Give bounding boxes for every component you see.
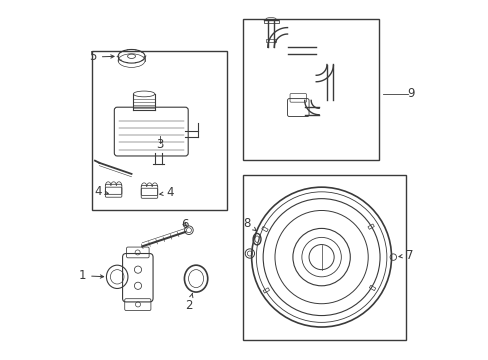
Text: 4: 4	[160, 186, 173, 199]
Bar	[92, 51, 226, 211]
Bar	[261, 226, 267, 232]
Text: 6: 6	[181, 218, 189, 231]
Bar	[242, 175, 405, 339]
Text: 3: 3	[156, 138, 163, 151]
Bar	[263, 20, 278, 23]
Text: 9: 9	[407, 87, 414, 100]
Text: 8: 8	[243, 217, 256, 231]
Bar	[368, 285, 375, 291]
Text: 1: 1	[79, 269, 103, 282]
Bar	[367, 224, 373, 229]
Text: 4: 4	[94, 185, 108, 198]
Bar	[242, 19, 378, 160]
Bar	[265, 39, 276, 42]
Bar	[263, 288, 269, 293]
Text: 5: 5	[89, 50, 114, 63]
Text: 2: 2	[185, 293, 192, 312]
Text: 7: 7	[398, 249, 412, 262]
